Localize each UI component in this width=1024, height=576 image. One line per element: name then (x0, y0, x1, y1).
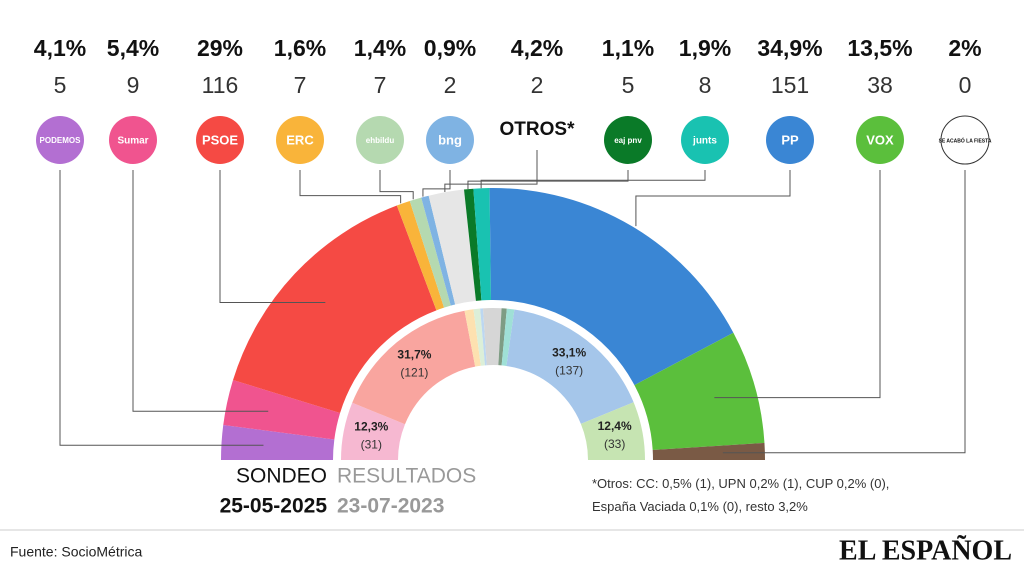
party-percent: 5,4% (107, 35, 159, 61)
leader-line (379, 170, 414, 200)
party-percent: 4,1% (34, 35, 86, 61)
party-name: OTROS* (500, 119, 576, 140)
party-percent: 13,5% (847, 35, 912, 61)
party-percent: 1,1% (602, 35, 654, 61)
party-seats: 8 (699, 72, 712, 98)
party-logo-text: PSOE (202, 132, 238, 147)
segment (482, 307, 502, 366)
party-seats: 38 (867, 72, 893, 98)
segment (396, 201, 445, 311)
party-percent: 29% (197, 35, 243, 61)
source: Fuente: SocioMétrica (10, 544, 142, 560)
party-seats: 116 (202, 72, 239, 98)
segment (489, 187, 734, 386)
segment-seats: (121) (400, 365, 428, 379)
party-logo (196, 116, 244, 164)
segment (473, 188, 491, 301)
party-seats: 7 (374, 72, 387, 98)
party-seats: 7 (294, 72, 307, 98)
segment (652, 442, 765, 460)
segment (421, 195, 456, 306)
footnote: *Otros: CC: 0,5% (1), UPN 0,2% (1), CUP … (592, 476, 890, 514)
party-seats: 0 (959, 72, 972, 98)
party-percent: 1,4% (354, 35, 406, 61)
segment-label: 31,7% (397, 347, 431, 361)
segment (464, 309, 481, 367)
party-percent: 0,9% (424, 35, 476, 61)
segment (634, 332, 765, 450)
leader-line (59, 170, 264, 446)
segment-seats: (137) (555, 363, 583, 377)
segment (498, 308, 507, 366)
party-logo-text: PP (781, 132, 799, 147)
party-percent: 4,2% (511, 35, 563, 61)
series-name: RESULTADOS (337, 465, 476, 488)
segment (501, 308, 515, 366)
leader-line (635, 170, 791, 227)
party-logo (36, 116, 84, 164)
party-logo (356, 116, 404, 164)
party-logo (426, 116, 474, 164)
party-logo-text: PODEMOS (40, 136, 82, 145)
segment (233, 205, 437, 413)
segment (473, 308, 485, 366)
segment (223, 380, 341, 440)
party-logo (276, 116, 324, 164)
segment-seats: (31) (361, 437, 382, 451)
party-logo (681, 116, 729, 164)
leader-line (299, 170, 402, 204)
party-percent: 2% (948, 35, 981, 61)
segment (480, 308, 487, 366)
party-seats: 151 (771, 72, 809, 98)
party-logo-text: Sumar (117, 136, 148, 147)
segment (352, 310, 476, 425)
leader-line (722, 170, 966, 454)
segment-label: 12,4% (598, 419, 632, 433)
party-logo (109, 116, 157, 164)
segment-label: 12,3% (354, 419, 388, 433)
party-logo (766, 116, 814, 164)
series-name: SONDEO (236, 465, 327, 488)
leader-line (467, 170, 629, 190)
party-logo-text: ehbildu (366, 136, 395, 145)
segment (580, 402, 645, 460)
segment (428, 189, 476, 305)
party-percent: 1,9% (679, 35, 731, 61)
party-logo (940, 115, 990, 165)
party-logo (856, 116, 904, 164)
party-percent: 34,9% (757, 35, 822, 61)
series-date: 25-05-2025 (220, 495, 328, 518)
brand: EL ESPAÑOL (839, 535, 1012, 566)
segment-seats: (33) (604, 437, 625, 451)
party-logo-text: junts (692, 136, 717, 147)
leader-line (132, 170, 269, 412)
leader-line (219, 170, 326, 304)
party-logo-text: bng (438, 132, 462, 147)
segment (221, 425, 335, 460)
segment (464, 188, 482, 301)
party-logo (604, 116, 652, 164)
party-logo-text: eaj pnv (614, 136, 642, 145)
leader-line (714, 170, 881, 399)
series-date: 23-07-2023 (337, 495, 444, 518)
party-percent: 1,6% (274, 35, 326, 61)
party-seats: 5 (54, 72, 67, 98)
party-logo-text: VOX (866, 132, 894, 147)
party-seats: 2 (531, 72, 544, 98)
leader-line (444, 150, 538, 193)
leader-line (480, 170, 706, 189)
segment (341, 402, 406, 460)
segment-label: 33,1% (552, 345, 586, 359)
leader-line (422, 170, 451, 197)
party-seats: 9 (127, 72, 140, 98)
party-seats: 5 (622, 72, 635, 98)
segment (409, 197, 451, 308)
party-logo-text: ERC (286, 132, 314, 147)
segment (506, 309, 634, 424)
party-seats: 2 (444, 72, 457, 98)
party-logo-text: SE ACABÓ LA FIESTA (939, 136, 992, 144)
